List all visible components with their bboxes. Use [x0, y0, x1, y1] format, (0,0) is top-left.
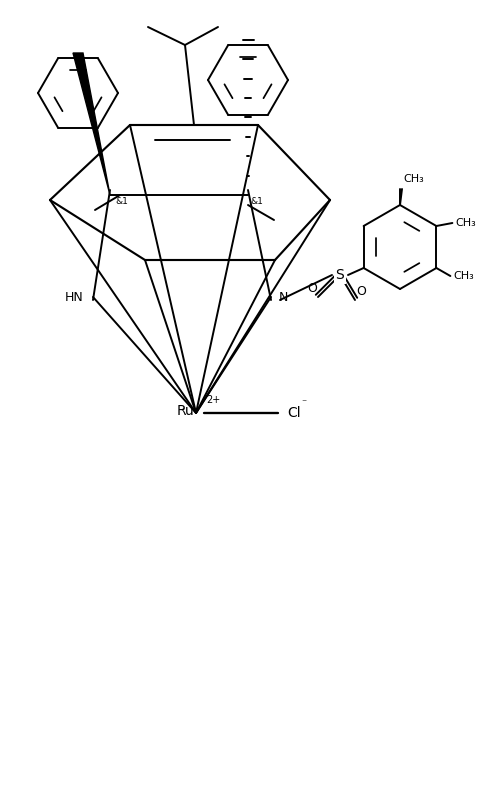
Text: ⁻: ⁻ — [301, 398, 306, 408]
Text: Cl: Cl — [287, 406, 300, 420]
Text: &1: &1 — [115, 197, 128, 206]
Text: &1: &1 — [250, 197, 263, 206]
Text: O: O — [307, 282, 317, 295]
Text: 2+: 2+ — [206, 395, 220, 405]
Polygon shape — [73, 53, 110, 195]
Text: Ru: Ru — [176, 404, 194, 418]
Text: CH₃: CH₃ — [403, 174, 424, 184]
Text: CH₃: CH₃ — [455, 218, 476, 228]
Text: S: S — [336, 268, 344, 282]
Text: HN: HN — [64, 291, 83, 304]
Text: N: N — [279, 291, 288, 304]
Text: CH₃: CH₃ — [454, 271, 474, 281]
Text: O: O — [356, 285, 366, 298]
